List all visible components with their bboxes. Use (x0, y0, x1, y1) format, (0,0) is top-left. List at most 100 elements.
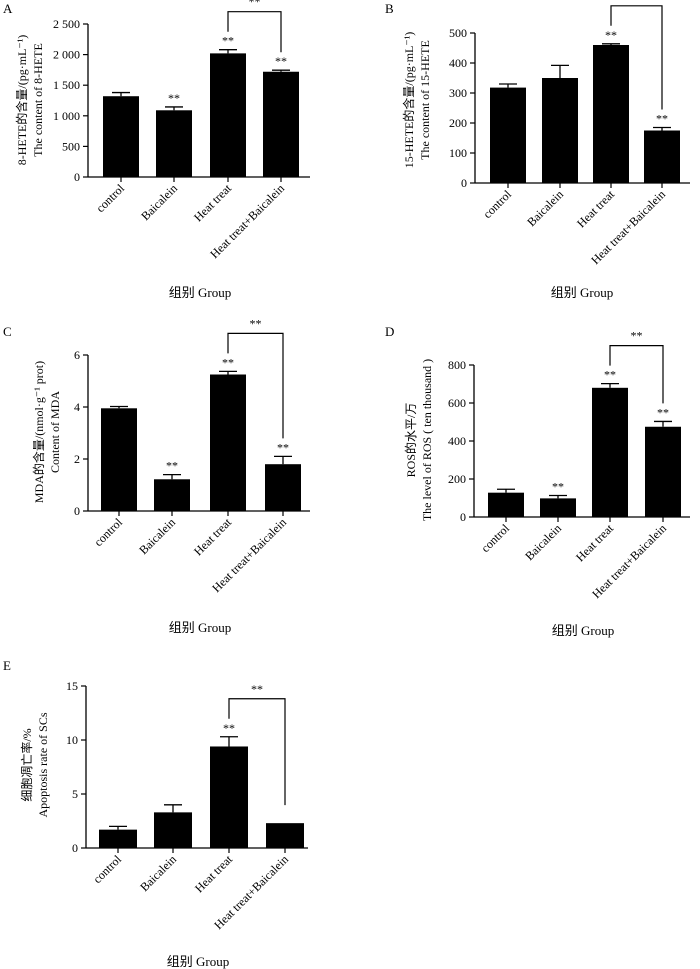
y-tick-label: 2 (74, 452, 80, 466)
significance-mark: ** (656, 112, 668, 126)
comparison-bracket (227, 11, 282, 53)
y-tick-label: 500 (62, 139, 80, 153)
comparison-bracket (228, 698, 286, 806)
bracket-significance-mark: ** (251, 682, 263, 696)
y-tick-label: 2 000 (53, 48, 80, 62)
x-tick-label: Heat treat (191, 181, 235, 225)
x-axis-label: 组别 Group (552, 623, 614, 638)
x-axis-label: 组别 Group (169, 620, 231, 635)
y-axis-label-cn: ROS的水平/万 (403, 403, 418, 478)
bar-baicalein (154, 479, 190, 511)
y-tick-label: 200 (448, 472, 466, 486)
bracket-significance-mark: ** (249, 0, 261, 9)
bar-heat-treat (210, 374, 246, 511)
panel-b: B 15-HETE的含量/(pg·mL⁻¹) The content of 15… (385, 1, 613, 300)
y-tick-label: 6 (74, 348, 80, 362)
panel-letter: D (385, 324, 394, 339)
y-tick-label: 100 (449, 146, 467, 160)
y-axis-label-cn: MDA的含量/(nmol·g⁻¹ prot) (31, 361, 46, 503)
x-tick-label: Heat treat (573, 521, 617, 565)
panel-c: C MDA的含量/(nmol·g⁻¹ prot) Content of MDA … (3, 324, 231, 635)
y-tick-label: 15 (66, 679, 78, 693)
bar-heat-treat (210, 746, 248, 848)
y-axis-label-cn: 15-HETE的含量/(pg·mL⁻¹) (401, 32, 416, 169)
y-tick-label: 1 000 (53, 109, 80, 123)
significance-mark: ** (166, 459, 178, 473)
significance-mark: ** (657, 405, 669, 419)
y-tick-label: 300 (449, 86, 467, 100)
bar-heat-treat-baicalein (645, 426, 681, 517)
x-tick-label: Heat treat (192, 852, 236, 896)
chart-panel-a: 0 500 1 000 1 500 2 000 2 500 control ** Baicale… (53, 0, 310, 261)
chart-panel-b: 0 100 200 300 400 500 control Baicalein ** Heat t… (449, 0, 690, 267)
x-axis-label: 组别 Group (169, 285, 231, 300)
y-tick-label: 400 (448, 434, 466, 448)
bracket-significance-mark: ** (631, 0, 643, 3)
panel-letter: E (3, 658, 11, 673)
comparison-bracket (610, 5, 663, 110)
y-tick-label: 0 (461, 176, 467, 190)
comparison-bracket (227, 332, 284, 439)
x-tick-label: Baicalein (522, 521, 564, 563)
significance-mark: ** (604, 368, 616, 382)
x-tick-label: Baicalein (137, 852, 179, 894)
panel-letter: A (3, 1, 13, 16)
bar-control (488, 492, 524, 517)
bar-baicalein (154, 812, 192, 848)
significance-mark: ** (222, 34, 234, 48)
significance-mark: ** (605, 28, 617, 42)
bar-heat-treat (210, 53, 246, 177)
x-tick-label: Heat treat (191, 515, 235, 559)
bar-control (490, 87, 526, 183)
bar-baicalein (156, 110, 192, 177)
y-axis-label-en: The level of ROS ( ten thousand ) (420, 359, 434, 521)
panel-letter: C (3, 324, 12, 339)
y-tick-label: 0 (74, 504, 80, 518)
significance-mark: ** (552, 480, 564, 494)
y-tick-label: 10 (66, 733, 78, 747)
y-tick-label: 800 (448, 358, 466, 372)
comparison-bracket (609, 345, 664, 404)
y-tick-label: 4 (74, 400, 80, 414)
y-tick-label: 400 (449, 56, 467, 70)
chart-panel-d: 0 200 400 600 800 control ** Baicalein ** Heat tr… (448, 329, 690, 601)
bracket-significance-mark: ** (250, 316, 262, 330)
bar-control (99, 829, 137, 848)
x-tick-label: Baicalein (136, 515, 178, 557)
bar-baicalein (542, 78, 578, 183)
y-axis-label-en: The content of 15-HETE (418, 40, 432, 160)
bar-heat-treat (592, 387, 628, 517)
bracket-significance-mark: ** (631, 329, 643, 343)
x-tick-label: Baicalein (524, 187, 566, 229)
bar-control (101, 408, 137, 511)
x-tick-label: control (91, 515, 125, 549)
significance-mark: ** (277, 440, 289, 454)
panel-d: D ROS的水平/万 The level of ROS ( ten thousa… (385, 324, 614, 638)
x-tick-label: control (478, 521, 512, 555)
x-tick-label: control (480, 187, 514, 221)
bar-heat-treat-baicalein (644, 130, 680, 183)
significance-mark: ** (223, 721, 235, 735)
x-tick-label: control (90, 852, 124, 886)
y-tick-label: 200 (449, 116, 467, 130)
y-tick-label: 600 (448, 396, 466, 410)
panel-letter: B (385, 1, 394, 16)
bar-heat-treat (593, 45, 629, 183)
y-tick-label: 5 (72, 787, 78, 801)
y-axis-label-cn: 细胞凋亡率/% (19, 728, 34, 801)
significance-mark: ** (168, 91, 180, 105)
y-tick-label: 0 (74, 170, 80, 184)
y-tick-label: 0 (72, 841, 78, 855)
y-tick-label: 0 (460, 510, 466, 524)
panel-e: E 细胞凋亡率/% Apoptosis rate of SCs 组别 Group (3, 658, 229, 969)
y-axis-label-en: Content of MDA (48, 391, 62, 473)
bar-heat-treat-baicalein (265, 464, 301, 511)
x-axis-label: 组别 Group (551, 285, 613, 300)
y-axis-label-cn: 8-HETE的含量/(pg·mL⁻¹) (14, 35, 29, 166)
significance-mark: ** (222, 355, 234, 369)
bar-baicalein (540, 498, 576, 517)
x-axis-label: 组别 Group (167, 954, 229, 969)
bar-heat-treat-baicalein (266, 823, 304, 848)
